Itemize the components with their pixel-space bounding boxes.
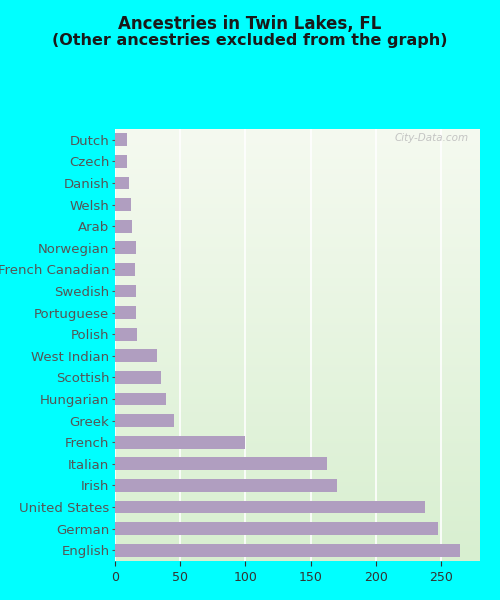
Bar: [115, 263, 134, 276]
Bar: [115, 436, 246, 449]
Bar: [115, 500, 425, 514]
Bar: [115, 133, 126, 146]
Bar: [115, 371, 160, 384]
Bar: [115, 349, 156, 362]
Bar: [115, 198, 130, 211]
Bar: [115, 544, 461, 557]
Bar: [115, 220, 132, 233]
Bar: [115, 284, 136, 298]
Bar: [115, 544, 461, 557]
Bar: [115, 371, 160, 384]
Bar: [115, 479, 336, 492]
Bar: [115, 155, 126, 168]
Bar: [115, 392, 166, 406]
Bar: [115, 198, 130, 211]
Bar: [115, 284, 136, 298]
Bar: [115, 133, 126, 146]
Bar: [115, 414, 174, 427]
Bar: [115, 176, 130, 190]
Bar: [115, 522, 438, 535]
Bar: [115, 241, 136, 254]
Bar: [115, 349, 156, 362]
Bar: [115, 306, 136, 319]
Text: City-Data.com: City-Data.com: [395, 133, 469, 143]
Bar: [115, 176, 130, 190]
Bar: [115, 328, 137, 341]
Bar: [115, 522, 438, 535]
Bar: [115, 328, 137, 341]
Text: Ancestries in Twin Lakes, FL: Ancestries in Twin Lakes, FL: [118, 15, 382, 33]
Bar: [115, 392, 166, 406]
Bar: [115, 155, 126, 168]
Bar: [115, 241, 136, 254]
Text: (Other ancestries excluded from the graph): (Other ancestries excluded from the grap…: [52, 33, 448, 48]
Bar: [115, 436, 246, 449]
Bar: [115, 220, 132, 233]
Bar: [115, 306, 136, 319]
Bar: [115, 263, 134, 276]
Bar: [115, 479, 336, 492]
Bar: [115, 500, 425, 514]
Bar: [115, 457, 328, 470]
Bar: [115, 414, 174, 427]
Bar: [115, 457, 328, 470]
